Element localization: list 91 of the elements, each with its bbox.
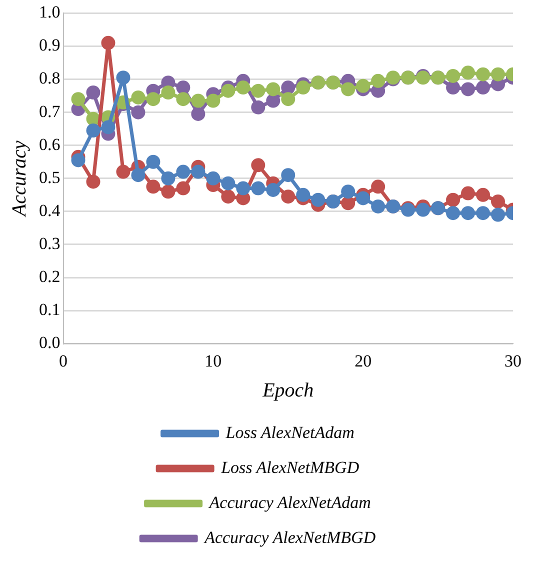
x-tick-label: 20 <box>354 351 372 370</box>
point <box>266 94 280 108</box>
point <box>356 191 370 206</box>
point <box>341 196 356 210</box>
legend-label: Loss AlexNetAdam <box>224 422 354 442</box>
y-tick-label: 0.6 <box>39 134 60 154</box>
point <box>176 80 190 95</box>
point <box>416 202 430 217</box>
point <box>356 78 370 93</box>
y-tick-label: 0.0 <box>39 333 60 352</box>
point <box>116 164 130 179</box>
point <box>266 182 280 197</box>
point <box>446 206 460 220</box>
x-tick-label: 0 <box>59 351 68 370</box>
point <box>461 186 476 200</box>
point <box>161 171 176 186</box>
point <box>131 168 146 182</box>
x-axis-title: Epoch <box>262 379 314 402</box>
point <box>236 181 250 196</box>
point <box>461 206 476 220</box>
point <box>371 180 386 194</box>
y-tick-label: 0.5 <box>39 168 60 187</box>
point <box>161 184 176 199</box>
point <box>341 82 356 96</box>
point <box>131 90 146 104</box>
point <box>101 36 116 50</box>
point <box>251 158 266 172</box>
point <box>86 85 100 100</box>
legend-label: Accuracy AlexNetAdam <box>208 492 371 512</box>
legend-label: Loss AlexNetMBGD <box>220 458 360 477</box>
y-tick-label: 1.0 <box>39 2 60 22</box>
point <box>476 80 490 95</box>
point <box>461 82 476 96</box>
point <box>206 171 220 186</box>
point <box>491 194 506 209</box>
point <box>446 192 460 207</box>
point <box>341 184 356 199</box>
point <box>146 180 160 194</box>
point <box>86 123 100 138</box>
point <box>221 84 236 98</box>
point <box>296 80 310 95</box>
point <box>221 190 236 204</box>
y-tick-label: 0.4 <box>39 200 61 220</box>
point <box>281 80 296 95</box>
point <box>176 92 190 106</box>
point <box>146 92 160 106</box>
point <box>476 206 490 220</box>
point <box>491 67 506 82</box>
point <box>191 94 206 108</box>
point <box>206 94 220 108</box>
y-tick-label: 0.2 <box>39 266 60 286</box>
point <box>281 92 296 106</box>
point <box>191 106 206 121</box>
point <box>176 181 190 196</box>
x-tick-label: 30 <box>504 351 522 370</box>
y-tick-label: 0.3 <box>39 234 60 253</box>
y-tick-label: 0.7 <box>39 102 61 121</box>
point <box>191 164 206 179</box>
point <box>71 92 86 106</box>
point <box>161 85 176 100</box>
point <box>311 192 326 207</box>
point <box>101 120 116 134</box>
y-tick-label: 0.9 <box>39 36 60 55</box>
y-tick-label: 0.1 <box>39 300 60 320</box>
point <box>71 153 86 168</box>
point <box>146 154 160 169</box>
point <box>296 188 310 202</box>
x-tick-label: 10 <box>204 351 222 370</box>
point <box>131 105 146 120</box>
point <box>251 100 266 114</box>
point <box>116 70 130 85</box>
point <box>236 80 250 95</box>
legend-label: Accuracy AlexNetMBGD <box>204 528 376 547</box>
point <box>251 181 266 196</box>
point <box>476 188 490 202</box>
point <box>371 199 386 214</box>
point <box>221 176 236 190</box>
point <box>266 82 280 96</box>
point <box>491 208 506 222</box>
point <box>176 164 190 179</box>
point <box>371 74 386 88</box>
point <box>281 168 296 182</box>
point <box>446 68 460 83</box>
point <box>461 66 476 80</box>
point <box>281 190 296 204</box>
point <box>86 174 100 189</box>
y-axis-title: Accuracy <box>8 140 30 218</box>
point <box>446 80 460 95</box>
point <box>251 84 266 98</box>
point <box>476 67 490 82</box>
y-tick-label: 0.8 <box>39 68 60 88</box>
